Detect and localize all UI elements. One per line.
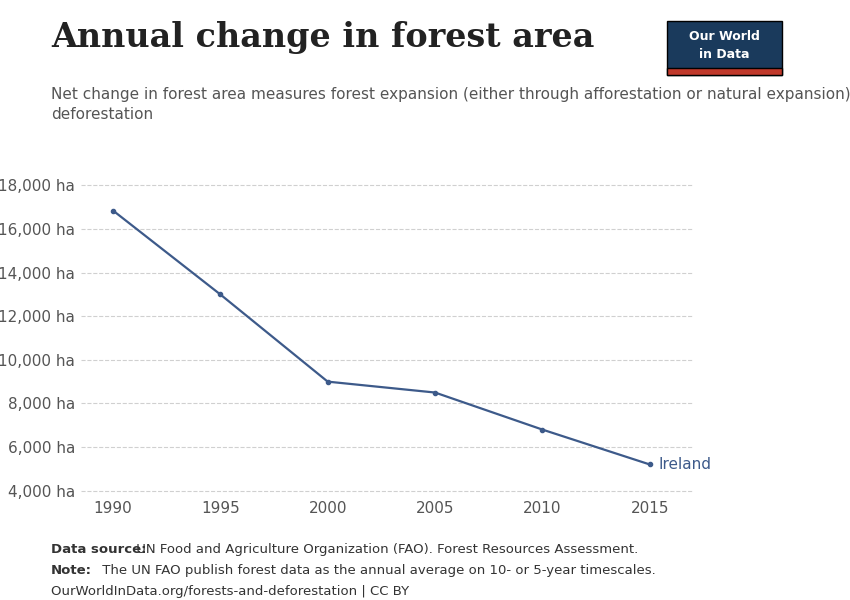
Text: Net change in forest area measures forest expansion (either through afforestatio: Net change in forest area measures fores…: [51, 87, 850, 122]
Text: Note:: Note:: [51, 564, 92, 577]
Text: in Data: in Data: [700, 48, 750, 61]
Text: Our World: Our World: [689, 29, 760, 43]
Text: The UN FAO publish forest data as the annual average on 10- or 5-year timescales: The UN FAO publish forest data as the an…: [98, 564, 655, 577]
Text: Ireland: Ireland: [659, 457, 711, 472]
Text: OurWorldInData.org/forests-and-deforestation | CC BY: OurWorldInData.org/forests-and-deforesta…: [51, 585, 409, 598]
Text: Annual change in forest area: Annual change in forest area: [51, 21, 594, 54]
Text: UN Food and Agriculture Organization (FAO). Forest Resources Assessment.: UN Food and Agriculture Organization (FA…: [132, 543, 638, 556]
Text: Data source:: Data source:: [51, 543, 146, 556]
